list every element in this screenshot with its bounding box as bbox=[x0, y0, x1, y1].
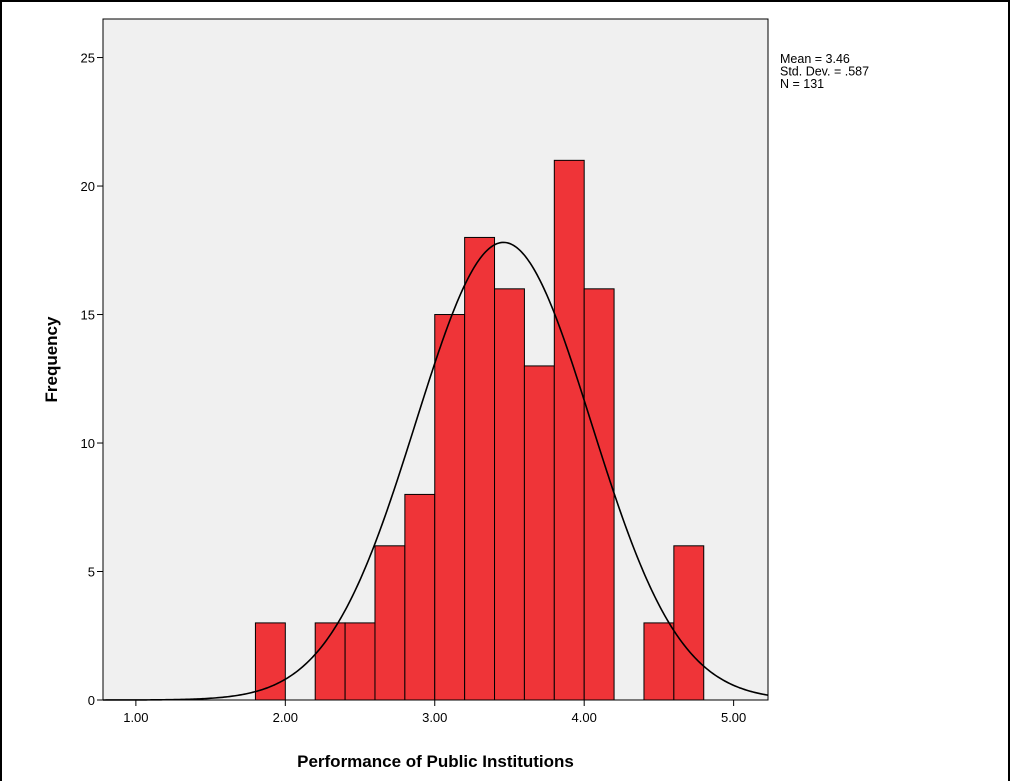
stat-line: Std. Dev. = .587 bbox=[780, 65, 869, 79]
stat-line: N = 131 bbox=[780, 77, 824, 91]
histogram-bar bbox=[583, 288, 615, 701]
histogram-bar bbox=[254, 622, 286, 701]
histogram-bar bbox=[374, 545, 406, 701]
x-tick-label: 1.00 bbox=[123, 710, 148, 725]
y-tick-label: 10 bbox=[81, 436, 95, 451]
histogram-bar bbox=[314, 622, 346, 701]
x-tick-label: 3.00 bbox=[422, 710, 447, 725]
y-tick-label: 15 bbox=[81, 308, 95, 323]
x-axis-title: Performance of Public Institutions bbox=[297, 752, 574, 771]
histogram-bar bbox=[553, 159, 585, 701]
histogram-bar bbox=[404, 493, 436, 701]
histogram-bar bbox=[344, 622, 376, 701]
y-tick-label: 0 bbox=[88, 693, 95, 708]
histogram-bar bbox=[523, 365, 555, 701]
y-tick-label: 5 bbox=[88, 565, 95, 580]
normal-curve bbox=[103, 241, 769, 701]
x-tick-label: 2.00 bbox=[273, 710, 298, 725]
histogram-bars bbox=[254, 159, 705, 701]
x-tick-label: 5.00 bbox=[721, 710, 746, 725]
histogram-bar bbox=[494, 288, 525, 701]
histogram-bar bbox=[434, 314, 466, 701]
stat-line: Mean = 3.46 bbox=[780, 52, 850, 66]
histogram-bar bbox=[464, 236, 496, 701]
histogram-bar bbox=[673, 545, 705, 701]
x-tick-label: 4.00 bbox=[572, 710, 597, 725]
y-axis: 0 5 10 15 20 25 bbox=[81, 51, 103, 708]
y-axis-title: Frequency bbox=[42, 316, 61, 403]
histogram-bar bbox=[643, 622, 675, 701]
x-axis: 1.00 2.00 3.00 4.00 5.00 bbox=[123, 700, 746, 725]
y-tick-label: 25 bbox=[81, 51, 95, 66]
y-tick-label: 20 bbox=[81, 179, 95, 194]
